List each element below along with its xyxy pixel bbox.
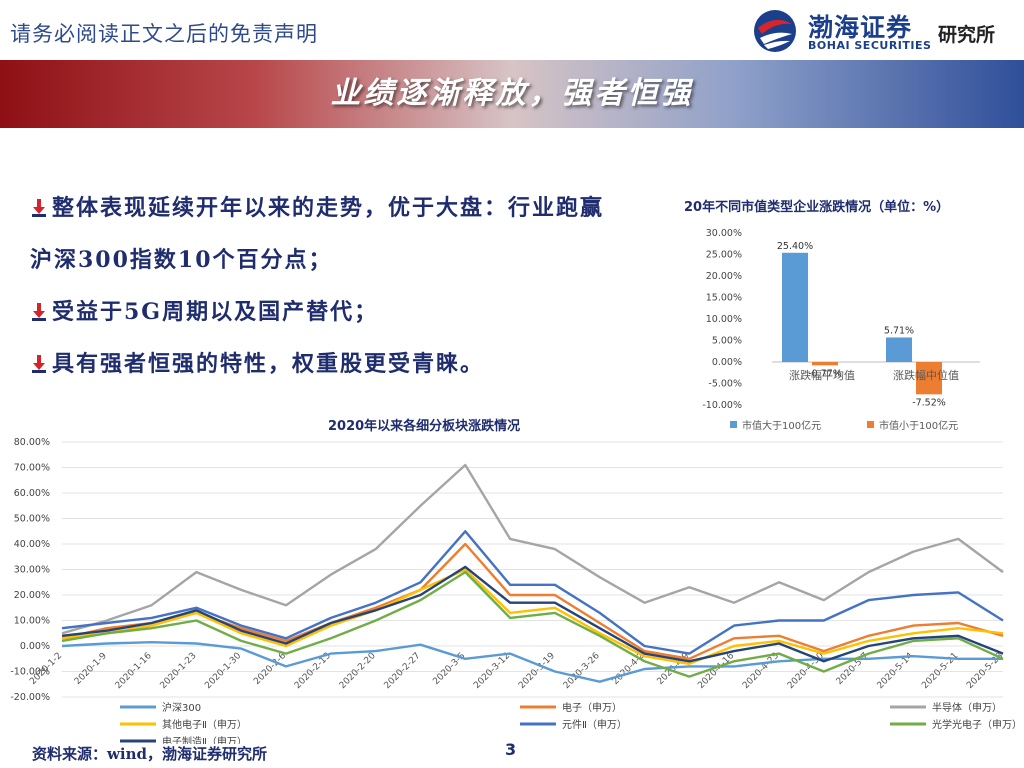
y-tick-label: 30.00% xyxy=(706,228,742,239)
y-tick-label: -10.00% xyxy=(702,400,742,411)
legend-label: 市值小于100亿元 xyxy=(879,419,958,432)
y-tick-label: 10.00% xyxy=(706,314,742,325)
series-line xyxy=(61,463,1004,635)
logo-english-name: BOHAI SECURITIES xyxy=(808,39,932,52)
series-line xyxy=(61,565,1004,663)
legend-label: 电子（申万） xyxy=(562,701,622,714)
legend-label: 电子制造Ⅱ（申万） xyxy=(162,735,247,744)
bullet-item: 沪深300指数10个百分点； xyxy=(30,240,670,292)
x-tick-label: 2020-3-5 xyxy=(431,651,467,687)
x-tick-label: 2020-1-9 xyxy=(73,651,109,687)
series-line xyxy=(61,568,1004,666)
y-tick-label: -20.00% xyxy=(10,692,50,703)
bullet-item: 整体表现延续开年以来的走势，优于大盘：行业跑赢 xyxy=(30,188,670,240)
disclaimer-text: 请务必阅读正文之后的免责声明 xyxy=(10,22,318,46)
legend-swatch xyxy=(867,421,874,428)
legend-label: 元件Ⅱ（申万） xyxy=(562,718,627,731)
slide-title: 业绩逐渐释放，强者恒强 xyxy=(330,76,694,111)
y-tick-label: -10.00% xyxy=(10,667,50,678)
y-tick-label: 40.00% xyxy=(14,539,50,550)
sector-line-chart: 80.00% 70.00% 60.00% 50.00% 40.00% 30.00% 20.0… xyxy=(10,437,1022,744)
x-tick-label: 2020-1-30 xyxy=(203,651,243,691)
x-tick-label: 2020-3-26 xyxy=(562,651,602,691)
legend-swatch xyxy=(730,421,737,428)
category-label: 涨跌幅中位值 xyxy=(893,368,959,382)
bar-value-label: -7.52% xyxy=(912,397,946,408)
bullet-text: 整体表现延续开年以来的走势，优于大盘：行业跑赢 xyxy=(52,195,605,221)
y-tick-label: 50.00% xyxy=(14,514,50,525)
series-line xyxy=(61,570,1004,678)
company-logo: 渤海证券 BOHAI SECURITIES 研究所 xyxy=(752,6,1020,56)
x-tick-label: 2020-1-16 xyxy=(114,651,154,691)
bohai-logo-icon xyxy=(754,10,796,52)
bullet-item: 受益于5G周期以及国产替代； xyxy=(30,292,670,344)
y-tick-label: -5.00% xyxy=(708,379,742,390)
bar xyxy=(812,362,838,366)
legend-label: 半导体（申万） xyxy=(932,701,1002,714)
x-tick-label: 2020-2-20 xyxy=(338,651,378,691)
y-tick-label: 5.00% xyxy=(712,336,742,347)
bullet-arrow-icon xyxy=(32,303,46,321)
legend-label: 沪深300 xyxy=(162,701,201,714)
y-tick-label: 15.00% xyxy=(706,293,742,304)
category-label: 涨跌幅平均值 xyxy=(789,368,855,382)
y-tick-label: 20.00% xyxy=(14,590,50,601)
y-tick-label: 70.00% xyxy=(14,463,50,474)
legend-label: 市值大于100亿元 xyxy=(742,419,821,432)
bullet-arrow-icon xyxy=(32,355,46,373)
page-number: 3 xyxy=(505,740,517,759)
y-tick-label: 0.00% xyxy=(712,357,742,368)
logo-department: 研究所 xyxy=(938,24,996,46)
bullet-text: 具有强者恒强的特性，权重股更受青睐。 xyxy=(52,351,485,377)
title-banner: 业绩逐渐释放，强者恒强 xyxy=(0,60,1024,128)
logo-chinese-name: 渤海证券 xyxy=(808,13,913,42)
bar-value-label: 25.40% xyxy=(777,241,813,252)
bullet-item: 具有强者恒强的特性，权重股更受青睐。 xyxy=(30,344,670,396)
legend-label: 光学光电子（申万） xyxy=(932,718,1022,731)
y-tick-label: 25.00% xyxy=(706,250,742,261)
bar xyxy=(782,252,808,362)
bar-chart-title: 20年不同市值类型企业涨跌情况（单位：%） xyxy=(684,200,950,215)
bar xyxy=(886,337,912,362)
bullet-list: 整体表现延续开年以来的走势，优于大盘：行业跑赢沪深300指数10个百分点； 受益于… xyxy=(30,188,670,396)
legend-label: 其他电子Ⅱ（申万） xyxy=(162,718,247,731)
y-tick-label: 20.00% xyxy=(706,271,742,282)
y-tick-label: 0.00% xyxy=(20,641,50,652)
bar-value-label: -0.77% xyxy=(808,368,842,379)
line-chart-title: 2020年以来各细分板块涨跌情况 xyxy=(328,419,521,434)
bar-value-label: 5.71% xyxy=(884,325,914,336)
y-tick-label: 10.00% xyxy=(14,616,50,627)
bullet-text: 沪深300指数10个百分点； xyxy=(30,247,333,273)
series-line xyxy=(61,640,1003,683)
market-cap-bar-chart: 30.00% 25.00% 20.00% 15.00% 10.00% 5.00% 0.00%… xyxy=(702,228,980,432)
y-tick-label: 80.00% xyxy=(14,437,50,448)
bar xyxy=(916,362,942,395)
bullet-text: 受益于5G周期以及国产替代； xyxy=(52,299,379,325)
y-tick-label: 60.00% xyxy=(14,488,50,499)
series-line xyxy=(61,530,1004,655)
bullet-arrow-icon xyxy=(32,199,46,217)
data-source: 资料来源：wind，渤海证券研究所 xyxy=(32,745,268,763)
y-tick-label: 30.00% xyxy=(14,565,50,576)
